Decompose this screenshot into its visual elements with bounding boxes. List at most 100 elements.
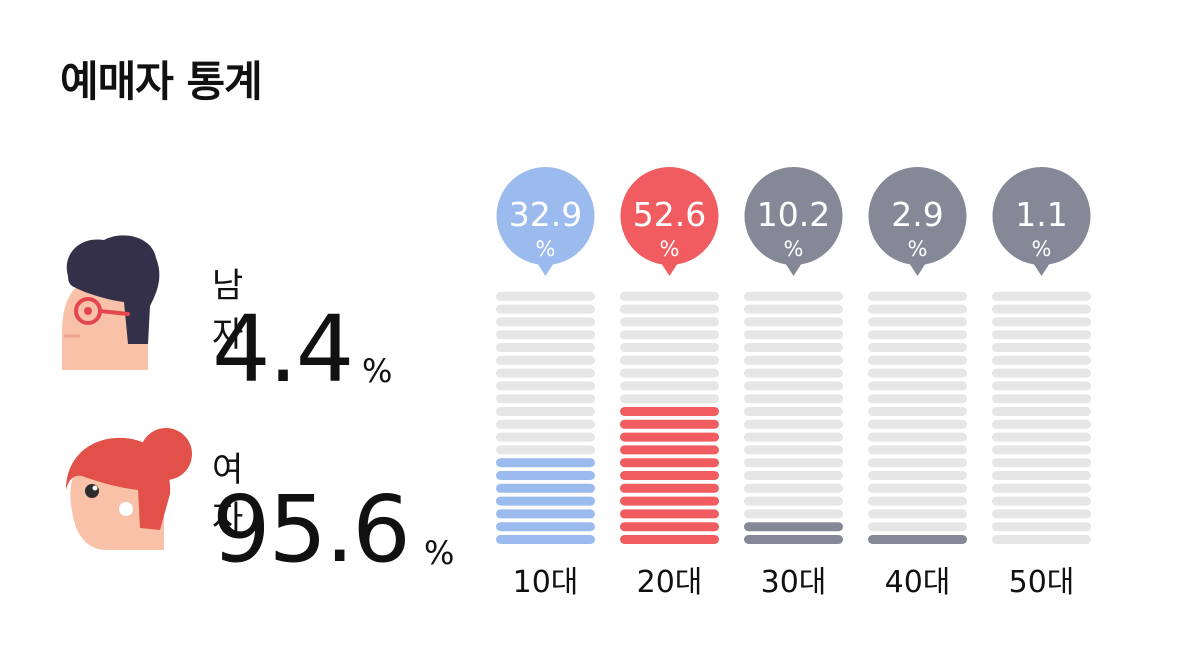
- male-unit: %: [362, 352, 393, 390]
- bar-segment-filled: [620, 496, 719, 506]
- bar-segment-empty: [992, 509, 1091, 519]
- bar-segment-empty: [992, 445, 1091, 455]
- age-column-4: 2.9% 40대: [868, 167, 967, 600]
- data-label: 10.2: [757, 195, 830, 234]
- female-unit: %: [424, 534, 455, 572]
- bar-segment-filled: [496, 496, 595, 506]
- bar-segment-filled: [496, 458, 595, 468]
- bar-segment-empty: [620, 368, 719, 378]
- bar-segment-empty: [868, 291, 967, 301]
- bar-segment-empty: [992, 407, 1091, 416]
- bar-segment-empty: [744, 330, 843, 340]
- bar-segment-empty: [868, 343, 967, 352]
- bar-segment-empty: [868, 458, 967, 468]
- bar-segment-empty: [744, 368, 843, 378]
- bar-segment-empty: [868, 445, 967, 455]
- bar-segment-filled: [496, 483, 595, 493]
- data-label-unit: %: [1032, 237, 1052, 261]
- bar-segment-empty: [868, 394, 967, 404]
- bar-segment-empty: [868, 381, 967, 391]
- bar-segment-filled: [620, 407, 719, 416]
- bar-segment-empty: [868, 509, 967, 519]
- bar-segment-empty: [992, 483, 1091, 493]
- bar-segment-empty: [496, 291, 595, 301]
- bar-segment-empty: [496, 381, 595, 391]
- female-label: 여자: [212, 450, 244, 539]
- bar-segment-empty: [992, 355, 1091, 365]
- age-column-3: 10.2% 30대: [744, 167, 843, 600]
- bar-segment-empty: [744, 483, 843, 493]
- data-label: 32.9: [509, 195, 582, 234]
- bar-segment-empty: [868, 419, 967, 429]
- bar-segment-empty: [744, 407, 843, 416]
- bar-segment-empty: [992, 522, 1091, 532]
- male-avatar-icon: [62, 235, 160, 370]
- bar-segment-empty: [868, 368, 967, 378]
- bar-segment-filled: [620, 535, 719, 544]
- bar-segment-filled: [496, 471, 595, 480]
- data-label-unit: %: [784, 237, 804, 261]
- bar-segment-empty: [992, 291, 1091, 301]
- bar-segment-empty: [744, 458, 843, 468]
- bar-segment-empty: [744, 317, 843, 327]
- age-column-1: 32.9% 10대: [496, 167, 595, 600]
- bar-segment-filled: [744, 535, 843, 544]
- bar-segment-empty: [868, 407, 967, 416]
- bar-segment-filled: [620, 432, 719, 442]
- data-label: 1.1: [1015, 195, 1067, 234]
- female-value: 95.6: [212, 476, 411, 583]
- bar-segment-empty: [496, 445, 595, 455]
- bar-segment-empty: [992, 343, 1091, 352]
- value-bubble: 10.2%: [744, 167, 843, 276]
- page-title: 예매자 통계: [60, 57, 263, 106]
- bar-segment-filled: [868, 535, 967, 544]
- bar-segment-empty: [744, 432, 843, 442]
- age-column-2: 52.6% 20대: [620, 167, 719, 600]
- bar-segment-filled: [496, 535, 595, 544]
- bar-segment-empty: [620, 343, 719, 352]
- bar-segment-empty: [496, 304, 595, 314]
- bar-segment-empty: [868, 317, 967, 327]
- bar-segment-empty: [496, 394, 595, 404]
- bar-segment-filled: [496, 509, 595, 519]
- bar-segment-empty: [868, 471, 967, 480]
- bar-segment-empty: [496, 407, 595, 416]
- bar-segment-filled: [620, 483, 719, 493]
- bar-segment-empty: [496, 432, 595, 442]
- bar-segment-empty: [744, 496, 843, 506]
- bar-segment-empty: [868, 522, 967, 532]
- age-column-5: 1.1% 50대: [992, 167, 1091, 600]
- bar-segment-empty: [496, 330, 595, 340]
- bar-segment-empty: [868, 355, 967, 365]
- bar-segment-empty: [868, 432, 967, 442]
- bar-segment-empty: [992, 394, 1091, 404]
- bar-segment-empty: [744, 381, 843, 391]
- data-label-unit: %: [908, 237, 928, 261]
- bar-segment-empty: [744, 355, 843, 365]
- category-label: 30대: [761, 565, 827, 600]
- bar-segment-empty: [868, 483, 967, 493]
- bar-segment-empty: [496, 355, 595, 365]
- category-label: 20대: [637, 565, 703, 600]
- bar-segment-filled: [620, 445, 719, 455]
- value-bubble: 1.1%: [992, 167, 1091, 276]
- bar-segment-filled: [620, 522, 719, 532]
- data-label: 2.9: [891, 195, 943, 234]
- bar-segment-empty: [992, 471, 1091, 480]
- bar-segment-empty: [496, 419, 595, 429]
- bar-segment-empty: [868, 330, 967, 340]
- bar-segment-empty: [744, 304, 843, 314]
- bar-segment-empty: [868, 496, 967, 506]
- value-bubble: 52.6%: [620, 167, 719, 276]
- bar-segment-empty: [992, 432, 1091, 442]
- bar-segment-empty: [744, 509, 843, 519]
- bar-segment-empty: [744, 291, 843, 301]
- bar-segment-filled: [620, 458, 719, 468]
- value-bubble: 32.9%: [496, 167, 595, 276]
- data-label: 52.6: [633, 195, 706, 234]
- bar-segment-empty: [992, 419, 1091, 429]
- bar-segment-empty: [992, 496, 1091, 506]
- bar-segment-filled: [744, 522, 843, 532]
- bar-segment-empty: [992, 458, 1091, 468]
- value-bubble: 2.9%: [868, 167, 967, 276]
